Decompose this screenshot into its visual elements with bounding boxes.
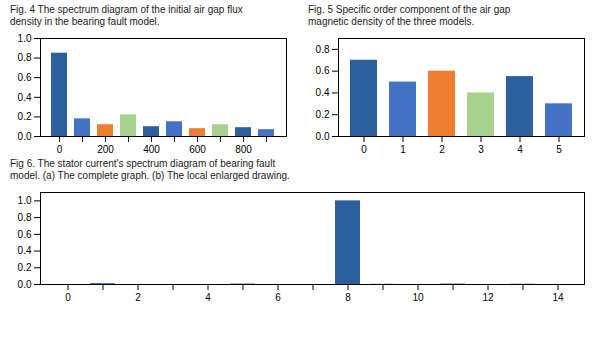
svg-text:0.4: 0.4 <box>18 245 32 256</box>
svg-text:0.2: 0.2 <box>18 111 32 122</box>
svg-text:400: 400 <box>143 144 160 155</box>
svg-text:1: 1 <box>400 144 406 155</box>
svg-text:0.2: 0.2 <box>316 109 330 120</box>
svg-text:0.6: 0.6 <box>316 65 330 76</box>
svg-text:0.4: 0.4 <box>18 92 32 103</box>
svg-text:600: 600 <box>189 144 206 155</box>
svg-text:1.0: 1.0 <box>18 195 32 206</box>
svg-text:6: 6 <box>275 292 281 303</box>
svg-text:2: 2 <box>439 144 445 155</box>
svg-text:0: 0 <box>57 144 63 155</box>
svg-text:0.0: 0.0 <box>316 131 330 142</box>
html-text:Fig. 4 The spectrum diagram of: Fig. 4 The spectrum diagram of the initi… <box>10 4 243 27</box>
html-text:Fig 6. The stator current's sp: Fig 6. The stator current's spectrum dia… <box>10 158 290 181</box>
svg-text:0.0: 0.0 <box>18 131 32 142</box>
svg-text:200: 200 <box>97 144 114 155</box>
svg-text:5: 5 <box>556 144 562 155</box>
svg-text:10: 10 <box>412 292 424 303</box>
svg-text:0.8: 0.8 <box>316 44 330 55</box>
svg-text:14: 14 <box>552 292 564 303</box>
svg-text:0.0: 0.0 <box>18 279 32 290</box>
svg-text:0.8: 0.8 <box>18 52 32 63</box>
svg-text:0.2: 0.2 <box>18 262 32 273</box>
svg-text:0.6: 0.6 <box>18 72 32 83</box>
svg-text:0.6: 0.6 <box>18 229 32 240</box>
svg-text:0: 0 <box>361 144 367 155</box>
svg-text:8: 8 <box>345 292 351 303</box>
svg-text:4: 4 <box>205 292 211 303</box>
svg-text:800: 800 <box>235 144 252 155</box>
html-text:Fig. 5 Specific order componen: Fig. 5 Specific order component of the a… <box>308 4 511 27</box>
svg-text:2: 2 <box>135 292 141 303</box>
svg-text:4: 4 <box>517 144 523 155</box>
svg-text:0.8: 0.8 <box>18 212 32 223</box>
svg-text:1.0: 1.0 <box>18 33 32 44</box>
svg-text:0: 0 <box>65 292 71 303</box>
svg-text:12: 12 <box>482 292 494 303</box>
svg-text:3: 3 <box>478 144 484 155</box>
svg-text:0.4: 0.4 <box>316 87 330 98</box>
